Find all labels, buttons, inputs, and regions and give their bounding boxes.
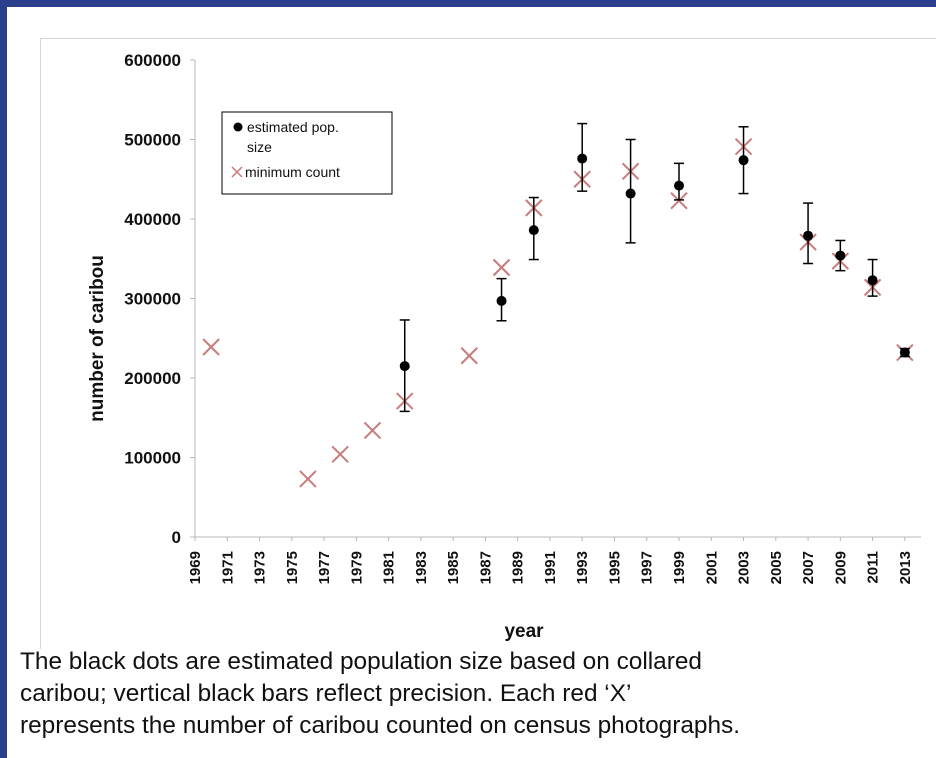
x-tick-label: 2003 (736, 551, 753, 584)
x-tick-label: 1981 (381, 551, 398, 584)
x-tick-label: 1989 (510, 551, 527, 584)
x-tick-label: 1985 (445, 551, 462, 584)
x-axis-title: year (504, 621, 544, 642)
minimum-count-marker (460, 347, 478, 365)
minimum-count-marker (299, 470, 317, 488)
x-tick-label: 2013 (897, 551, 914, 584)
caption-line-3: represents the number of caribou counted… (20, 712, 740, 739)
minimum-count-marker (363, 421, 382, 440)
x-tick-label: 2001 (703, 551, 720, 584)
legend-label-estimated-cont: size (247, 139, 272, 155)
estimate-dot (674, 180, 684, 191)
y-tick-label: 600000 (124, 51, 181, 70)
x-tick-label: 1993 (574, 551, 591, 584)
y-tick-label: 400000 (124, 210, 181, 229)
estimate-dot (835, 250, 846, 261)
estimate-dot (496, 295, 507, 306)
x-tick-label: 1999 (671, 551, 688, 584)
x-tick-label: 2007 (800, 551, 817, 584)
chart-panel: 0 100000 200000 300000 400000 500000 600000 196… (40, 38, 936, 649)
estimate-dot (867, 275, 878, 286)
caribou-chart: 0 100000 200000 300000 400000 500000 600000 196… (87, 51, 921, 642)
estimate-dot (528, 225, 539, 236)
x-tick-label: 1991 (542, 551, 559, 584)
x-tick-label: 1997 (639, 551, 656, 584)
x-tick-label: 1969 (187, 551, 204, 584)
x-tick-label: 2011 (865, 551, 882, 584)
legend-label-minimum: minimum count (245, 164, 340, 180)
legend-label-estimated: estimated pop. (247, 119, 339, 135)
legend-dot-icon (233, 122, 243, 132)
x-tick-label: 1995 (606, 551, 623, 584)
estimate-dot (899, 347, 910, 358)
caption-line-1: The black dots are estimated population … (20, 648, 702, 675)
legend-box (221, 111, 393, 195)
minimum-count-marker (202, 338, 220, 356)
x-tick-label: 1973 (252, 551, 269, 584)
minimum-count-marker (492, 258, 511, 277)
legend-x-icon (231, 166, 243, 178)
x-tick-label: 2009 (832, 551, 849, 584)
y-tick-label: 300000 (124, 290, 181, 309)
y-tick-label: 500000 (124, 131, 181, 150)
estimate-dot (625, 188, 636, 199)
estimate-dot (803, 230, 814, 241)
y-tick-label: 100000 (124, 449, 181, 468)
x-tick-label: 1987 (477, 551, 494, 584)
figure-caption: The black dots are estimated population … (20, 646, 932, 742)
caption-line-2: caribou; vertical black bars reflect pre… (20, 680, 632, 707)
y-tick-label: 200000 (124, 369, 181, 388)
y-axis-title: number of caribou (87, 255, 108, 422)
x-tick-label: 1983 (413, 551, 430, 584)
x-tick-label: 1979 (348, 551, 365, 584)
x-tick-label: 1977 (316, 551, 333, 584)
y-tick-label: 0 (172, 528, 181, 547)
estimate-dot (738, 155, 749, 166)
estimate-dot (577, 153, 588, 164)
estimate-dot (399, 361, 410, 372)
x-tick-label: 1975 (284, 551, 301, 584)
minimum-count-marker (331, 445, 349, 464)
x-tick-label: 1971 (219, 551, 236, 584)
x-tick-label: 2005 (768, 551, 785, 584)
minimum-count-marker (670, 192, 688, 210)
